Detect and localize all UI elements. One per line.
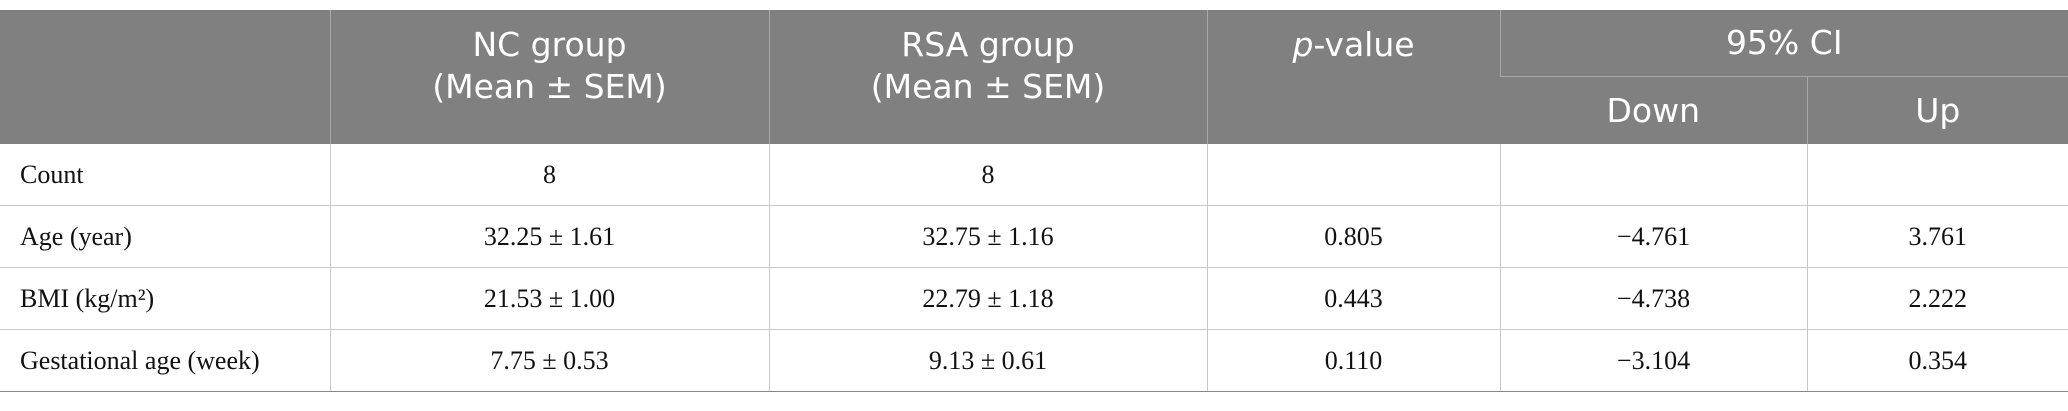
table-cell: 22.79 ± 1.18 (768, 267, 1207, 330)
table-cell: 32.25 ± 1.61 (329, 205, 769, 268)
header-text: (Mean ± SEM) (870, 67, 1106, 106)
table-cell: 0.354 (1806, 329, 2068, 392)
table-header: NC group (Mean ± SEM) RSA group (Mean ± SE… (0, 10, 2068, 144)
header-text: (Mean ± SEM) (432, 67, 667, 106)
table-cell: −4.738 (1499, 267, 1807, 330)
row-label: Age (year) (0, 205, 330, 268)
table-cell: 2.222 (1806, 267, 2068, 330)
table-cell: 21.53 ± 1.00 (329, 267, 769, 330)
table-cell: 0.110 (1206, 329, 1500, 392)
table-cell: 8 (768, 144, 1207, 206)
table-cell (1499, 144, 1807, 206)
row-label: BMI (kg/m²) (0, 267, 330, 330)
table-cell: 0.443 (1206, 267, 1500, 330)
table-cell: 7.75 ± 0.53 (329, 329, 769, 392)
header-blank (0, 10, 330, 144)
table-cell: −4.761 (1499, 205, 1807, 268)
table-cell (1806, 144, 2068, 206)
table-cell: 32.75 ± 1.16 (768, 205, 1207, 268)
table-cell (1206, 144, 1500, 206)
table-row: Gestational age (week) 7.75 ± 0.53 9.13 ± … (0, 329, 2068, 392)
row-label: Gestational age (week) (0, 329, 330, 392)
table-row: Count 8 8 (0, 144, 2068, 206)
header-up: Up (1806, 76, 2068, 144)
table-cell: 0.805 (1206, 205, 1500, 268)
header-text: p (1292, 25, 1314, 64)
data-table: NC group (Mean ± SEM) RSA group (Mean ± SE… (0, 10, 2068, 392)
table-cell: −3.104 (1499, 329, 1807, 392)
table-cell: 8 (329, 144, 769, 206)
header-text: RSA group (901, 25, 1075, 64)
header-rsa: RSA group (Mean ± SEM) (768, 10, 1207, 144)
header-p-value: p-value (1206, 10, 1500, 144)
table-row: BMI (kg/m²) 21.53 ± 1.00 22.79 ± 1.18 0.443… (0, 267, 2068, 330)
table-cell: 3.761 (1806, 205, 2068, 268)
table-cell: 9.13 ± 0.61 (768, 329, 1207, 392)
header-ci: 95% CI (1499, 10, 2068, 77)
row-label: Count (0, 144, 330, 206)
table-row: Age (year) 32.25 ± 1.61 32.75 ± 1.16 0.805−… (0, 205, 2068, 268)
header-text: -value (1313, 25, 1415, 64)
table-body: Count 8 8 Age (year) 32.25 ± 1.61 32.75 ± 1.1… (0, 144, 2068, 392)
header-down: Down (1500, 76, 1807, 144)
header-text: NC group (472, 25, 627, 64)
header-nc: NC group (Mean ± SEM) (329, 10, 769, 144)
